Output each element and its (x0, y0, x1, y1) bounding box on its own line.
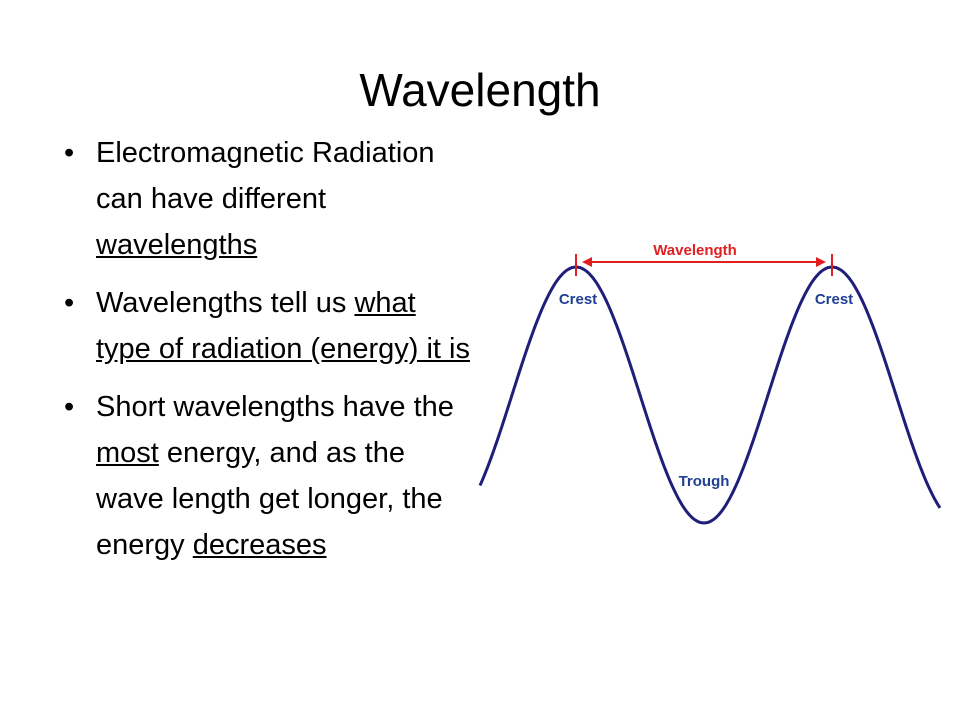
wave-curve (478, 265, 942, 525)
crest-label: Crest (815, 291, 853, 308)
underlined-text: wavelengths (96, 229, 258, 261)
bullet-text: Short wavelengths have the (96, 391, 454, 423)
underlined-text: what type of radiation (energy) it is (96, 287, 470, 365)
bullet-list: Electromagnetic Radiation can have diffe… (58, 130, 478, 580)
underlined-text: most (96, 437, 159, 469)
bullet: Electromagnetic Radiation can have diffe… (58, 130, 478, 268)
underlined-text: decreases (192, 529, 327, 561)
bullet-text: Wavelengths tell us (96, 287, 355, 319)
bullet: Wavelengths tell us what type of radiati… (58, 280, 478, 372)
bullet-text: Electromagnetic Radiation can have diffe… (96, 137, 435, 215)
wavelength-label: Wavelength (653, 242, 737, 259)
arrow-head (816, 257, 826, 267)
trough-label: Trough (679, 473, 730, 490)
arrow-head (582, 257, 592, 267)
crest-label: Crest (559, 291, 597, 308)
slide-title: Wavelength (359, 64, 601, 116)
bullet: Short wavelengths have the most energy, … (58, 384, 478, 568)
bullet-text: energy, and as the wave length get longe… (96, 437, 443, 561)
